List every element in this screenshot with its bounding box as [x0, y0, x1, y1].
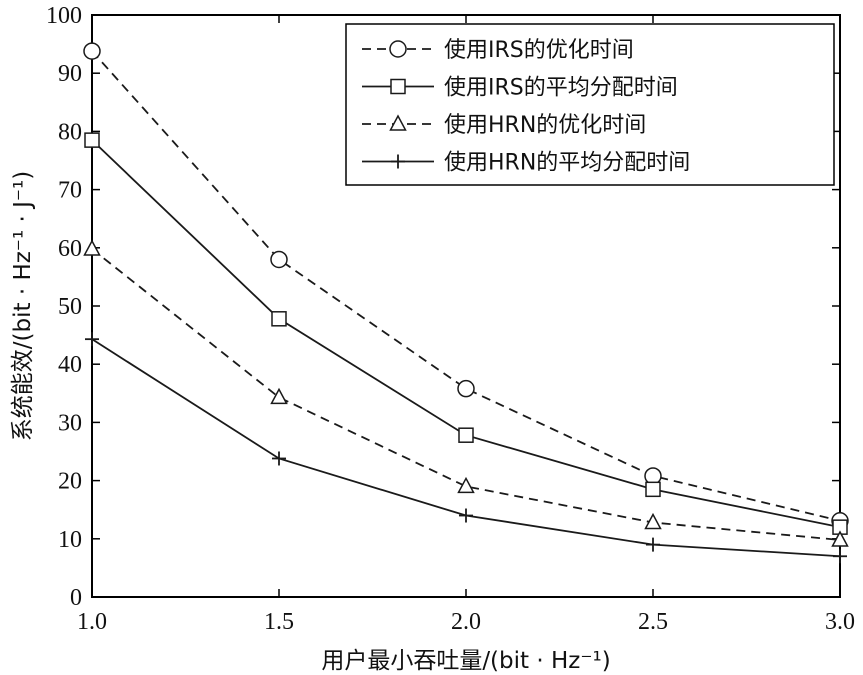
data-point [84, 132, 100, 148]
y-tick-label: 80 [58, 119, 82, 145]
x-tick-label: 2.5 [638, 609, 668, 635]
data-point [83, 239, 101, 256]
data-point [270, 250, 288, 269]
series-3 [83, 239, 849, 547]
data-point [270, 387, 288, 405]
legend-item-4: 使用HRN的平均分配时间 [362, 151, 690, 176]
x-tick-label: 3.0 [825, 609, 855, 635]
y-tick-label: 100 [46, 3, 82, 29]
legend-marker [390, 78, 406, 95]
y-tick-label: 40 [58, 352, 82, 378]
series-line [91, 139, 841, 529]
y-tick-label: 30 [58, 410, 82, 436]
y-tick-label: 70 [58, 178, 82, 204]
legend-label: 使用HRN的平均分配时间 [444, 151, 690, 176]
y-axis-title: 系统能效/(bit · Hz⁻¹ · J⁻¹) [10, 171, 36, 441]
legend: 使用IRS的优化时间使用IRS的平均分配时间使用HRN的优化时间使用HRN的平均… [345, 23, 835, 186]
legend-marker [391, 154, 405, 169]
y-tick-label: 0 [70, 585, 82, 611]
data-point [644, 467, 662, 485]
y-tick-label: 60 [58, 236, 82, 262]
legend-item-3: 使用HRN的优化时间 [362, 113, 646, 138]
series-line [91, 50, 841, 522]
legend-item-1: 使用IRS的优化时间 [362, 38, 634, 63]
legend-marker [389, 40, 407, 58]
legend-marker [389, 114, 407, 131]
legend-item-2: 使用IRS的平均分配时间 [362, 76, 678, 101]
legend-label: 使用IRS的优化时间 [444, 38, 634, 63]
legend-label: 使用HRN的优化时间 [444, 113, 646, 138]
data-point [458, 427, 474, 443]
data-point [833, 549, 847, 564]
series-4 [85, 332, 847, 564]
series-line [91, 248, 841, 541]
series-2 [84, 132, 848, 535]
data-point [457, 379, 475, 398]
y-tick-label: 90 [58, 61, 82, 87]
data-point [457, 476, 475, 494]
x-tick-label: 2.0 [451, 609, 481, 635]
legend-label: 使用IRS的平均分配时间 [444, 76, 678, 101]
x-tick-label: 1.5 [264, 609, 294, 635]
axis-ticks [91, 14, 841, 598]
series-line [91, 338, 841, 558]
data-point [271, 311, 287, 327]
y-tick-label: 10 [58, 527, 82, 553]
y-tick-label: 20 [58, 469, 82, 495]
y-tick-labels: 0 10 20 30 40 50 60 70 80 90 100 [46, 3, 82, 611]
data-point [645, 481, 661, 498]
series-layer [83, 42, 849, 564]
data-point [644, 512, 662, 530]
data-point [459, 508, 473, 523]
data-point [646, 537, 660, 552]
data-point [272, 451, 286, 466]
x-axis-title: 用户最小吞吐量/(bit · Hz⁻¹) [321, 648, 610, 674]
y-tick-label: 50 [58, 294, 82, 320]
legend-box [345, 23, 835, 186]
x-tick-labels: 1.0 1.5 2.0 2.5 3.0 [77, 609, 855, 635]
data-point [85, 332, 99, 347]
data-point [831, 530, 849, 547]
x-tick-label: 1.0 [77, 609, 107, 635]
data-point [83, 42, 101, 60]
